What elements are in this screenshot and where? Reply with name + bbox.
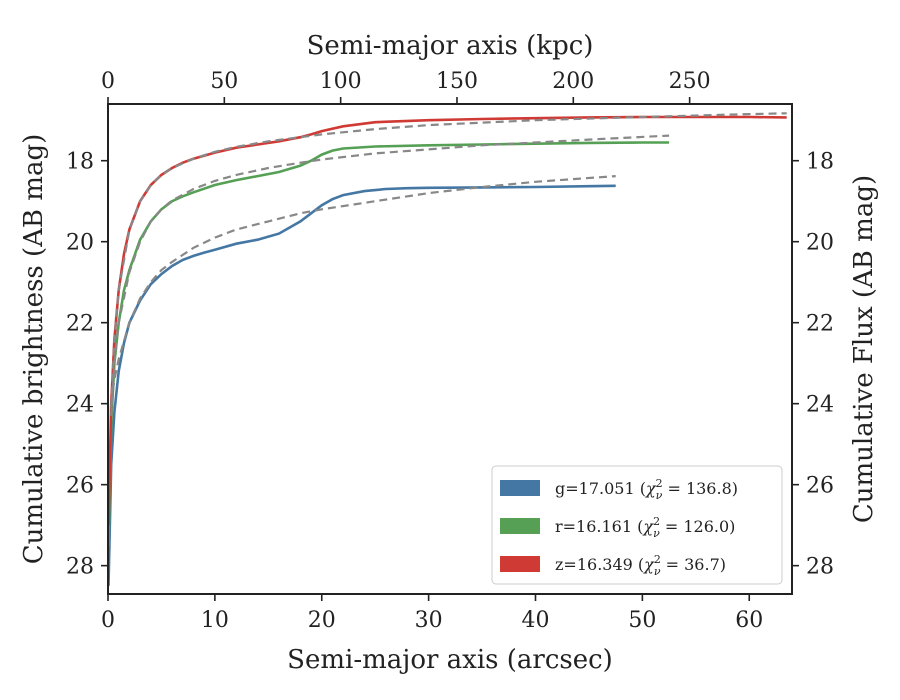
x-tick-label-4: 40 <box>522 608 550 633</box>
y2-axis-title: Cumulative Flux (AB mag) <box>849 175 879 523</box>
x2-axis-title: Semi-major axis (kpc) <box>307 31 594 61</box>
y2-tick-label-1: 20 <box>806 231 834 256</box>
y2-tick-label-2: 22 <box>806 312 834 337</box>
y-tick-label-4: 26 <box>66 474 94 499</box>
series-line-4 <box>110 134 670 416</box>
x-tick-label-5: 50 <box>628 608 656 633</box>
legend-swatch-1 <box>500 518 540 534</box>
series-line-2 <box>108 115 787 526</box>
x2-tick-label-0: 0 <box>101 69 115 94</box>
x2-tick-label-1: 50 <box>210 69 238 94</box>
y-tick-label-0: 18 <box>66 150 94 175</box>
x2-tick-label-5: 250 <box>669 69 711 94</box>
x-tick-label-2: 20 <box>308 608 336 633</box>
y-tick-label-2: 22 <box>66 312 94 337</box>
y2-tick-label-4: 26 <box>806 474 834 499</box>
y2-tick-label-3: 24 <box>806 393 834 418</box>
x-tick-label-0: 0 <box>101 608 115 633</box>
x2-tick-label-4: 200 <box>552 69 594 94</box>
x-tick-label-3: 30 <box>415 608 443 633</box>
legend-label-2: z=16.349 (χ2 ν = 36.7) <box>555 553 726 578</box>
legend: g=17.051 (χ2 ν = 136.8) r=16.161 (χ2 ν = 12… <box>491 465 783 585</box>
left-y-axis: 18 20 22 24 26 28 <box>66 150 108 580</box>
y-axis-title: Cumulative brightness (AB mag) <box>19 134 49 565</box>
x2-tick-label-3: 150 <box>436 69 478 94</box>
plot-frame <box>107 103 793 595</box>
y2-tick-label-5: 28 <box>806 555 834 580</box>
legend-label-1: r=16.161 (χ2 ν = 126.0) <box>555 515 735 540</box>
series-line-3 <box>110 175 616 404</box>
legend-swatch-2 <box>500 556 540 572</box>
right-y-axis: 18 20 22 24 26 28 <box>792 150 834 580</box>
x2-tick-label-2: 100 <box>320 69 362 94</box>
x-tick-label-6: 60 <box>735 608 763 633</box>
x-axis-title: Semi-major axis (arcsec) <box>287 645 613 675</box>
legend-label-0: g=17.051 (χ2 ν = 136.8) <box>555 477 738 502</box>
bottom-x-axis: 0 10 20 30 40 50 60 <box>101 594 763 633</box>
y-tick-label-3: 24 <box>66 393 94 418</box>
y2-tick-label-0: 18 <box>806 150 834 175</box>
legend-box <box>491 465 783 585</box>
x-tick-label-1: 10 <box>201 608 229 633</box>
series-line-5 <box>110 112 787 408</box>
legend-swatch-0 <box>500 480 540 496</box>
top-x-axis: 0 50 100 150 200 250 <box>101 69 711 104</box>
series-layer <box>108 112 787 586</box>
y-tick-label-1: 20 <box>66 231 94 256</box>
y-tick-label-5: 28 <box>66 555 94 580</box>
